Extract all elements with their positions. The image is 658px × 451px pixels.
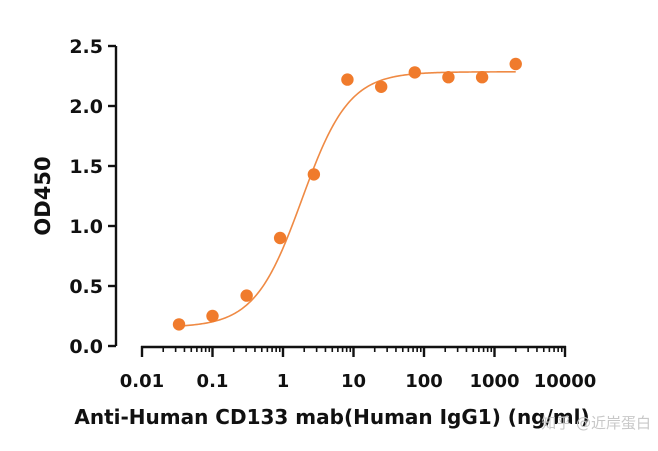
- data-point: [475, 71, 489, 84]
- data-point: [374, 80, 388, 94]
- data-point: [509, 57, 522, 71]
- data-point: [206, 309, 219, 323]
- axes: [114, 46, 566, 349]
- data-points: [172, 57, 522, 331]
- watermark: 知乎 @近岸蛋白: [541, 414, 651, 432]
- data-point: [240, 289, 253, 302]
- data-point: [273, 231, 287, 245]
- y-tick-label: 1.0: [69, 216, 103, 238]
- data-point: [172, 318, 186, 331]
- x-tick-label: 0.01: [120, 371, 164, 392]
- fit-curve: [178, 71, 516, 327]
- data-point: [442, 71, 455, 84]
- x-tick-label: 100: [405, 371, 443, 392]
- x-tick-label: 1000: [469, 371, 519, 392]
- y-tick-label: 0.0: [69, 336, 103, 358]
- x-tick-label: 10: [341, 371, 366, 392]
- y-tick-label: 2.0: [69, 96, 103, 118]
- tick-layer: 0.0 0.5 1.0 1.5 2.0 2.5 0.01 0.1 1 10 100 1000 10000: [69, 36, 596, 392]
- x-tick-label: 10000: [534, 371, 597, 392]
- x-tick-label: 1: [277, 371, 290, 392]
- y-tick-label: 1.5: [69, 156, 103, 178]
- x-tick-label: 0.1: [197, 371, 229, 392]
- y-tick-label: 0.5: [69, 276, 103, 298]
- y-axis-label: OD450: [31, 156, 55, 235]
- y-tick-label: 2.5: [69, 36, 103, 58]
- data-point: [341, 73, 354, 86]
- x-axis-label: Anti-Human CD133 mab(Human IgG1) (ng/ml): [74, 405, 589, 429]
- data-point: [307, 168, 321, 181]
- data-point: [408, 66, 421, 79]
